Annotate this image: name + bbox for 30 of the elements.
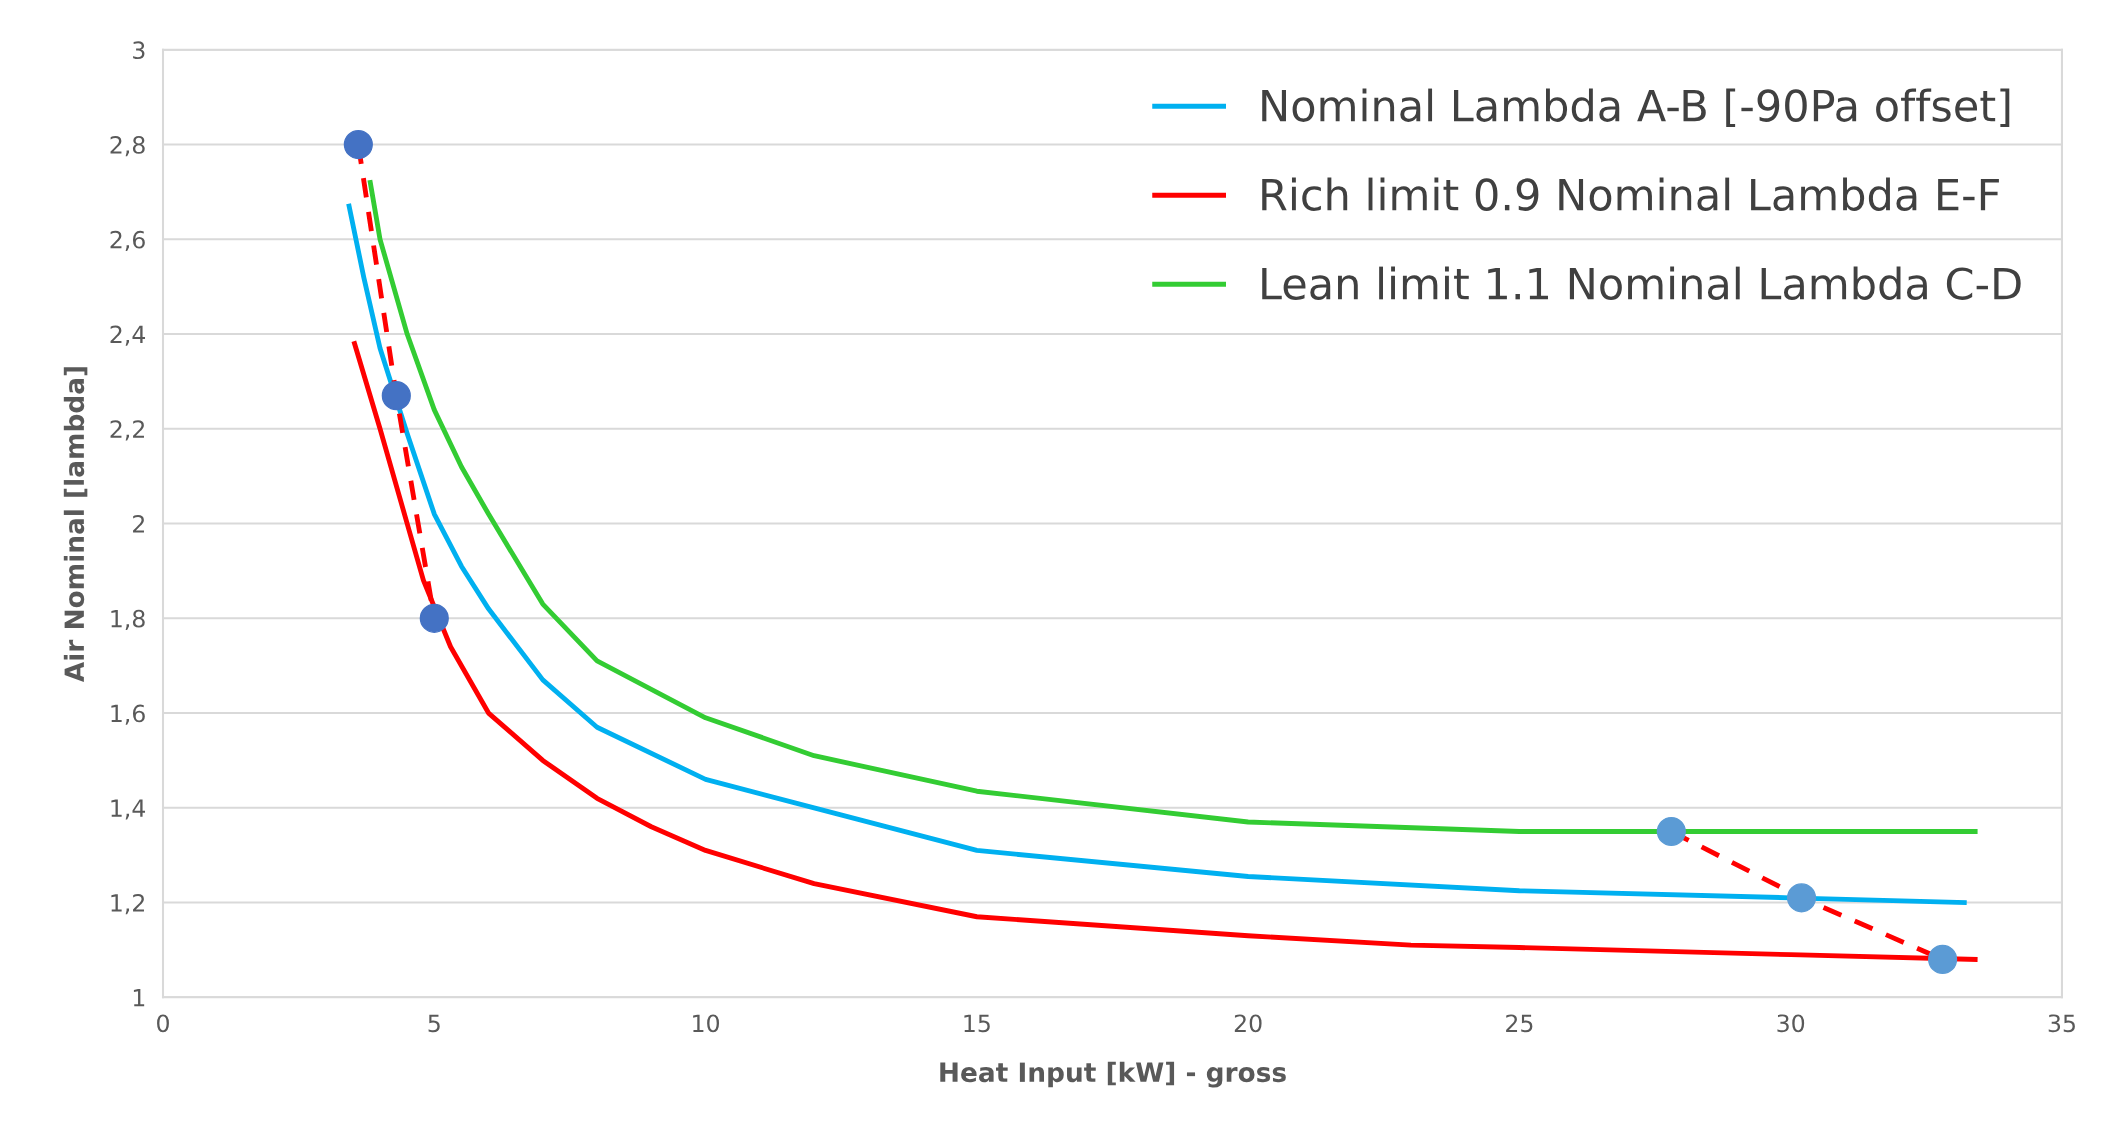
- point: [343, 129, 373, 160]
- legend-label: Lean limit 1.1 Nominal Lambda C-D: [1262, 266, 2021, 300]
- y-tick-label: 2,6: [110, 230, 145, 252]
- x-tick-label: 5: [428, 1014, 440, 1033]
- x-tick-label: 10: [693, 1014, 720, 1033]
- y-axis-title: Air Nominal [lambda]: [63, 367, 88, 683]
- point: [1656, 816, 1686, 847]
- x-tick-label: 35: [2048, 1014, 2075, 1033]
- x-tick-label: 15: [964, 1014, 990, 1033]
- y-tick-label: 1,2: [111, 893, 144, 915]
- y-tick-label: 1,6: [111, 704, 145, 725]
- y-tick-label: 2,4: [110, 325, 146, 346]
- y-tick-label: 1,8: [111, 609, 145, 631]
- y-tick-label: 2: [133, 515, 144, 533]
- y-tick-label: 3: [133, 41, 145, 60]
- legend-label: Rich limit 0.9 Nominal Lambda E-F: [1262, 177, 1999, 211]
- point: [419, 603, 449, 633]
- x-tick-label: 20: [1234, 1014, 1262, 1033]
- y-tick-label: 2,2: [110, 420, 144, 441]
- x-tick-label: 30: [1777, 1014, 1805, 1033]
- point: [1928, 944, 1958, 974]
- x-axis-title: Heat Input [kW] - gross: [940, 1061, 1286, 1088]
- x-tick-label: 0: [157, 1014, 169, 1033]
- y-tick-label: 2,8: [110, 136, 145, 157]
- legend-label: Nominal Lambda A-B [-90Pa offset]: [1262, 88, 2010, 127]
- y-tick-label: 1: [133, 989, 145, 1007]
- y-tick-label: 1,4: [111, 799, 146, 820]
- x-tick-label: 25: [1506, 1014, 1533, 1033]
- point: [381, 381, 411, 411]
- point: [1786, 883, 1817, 913]
